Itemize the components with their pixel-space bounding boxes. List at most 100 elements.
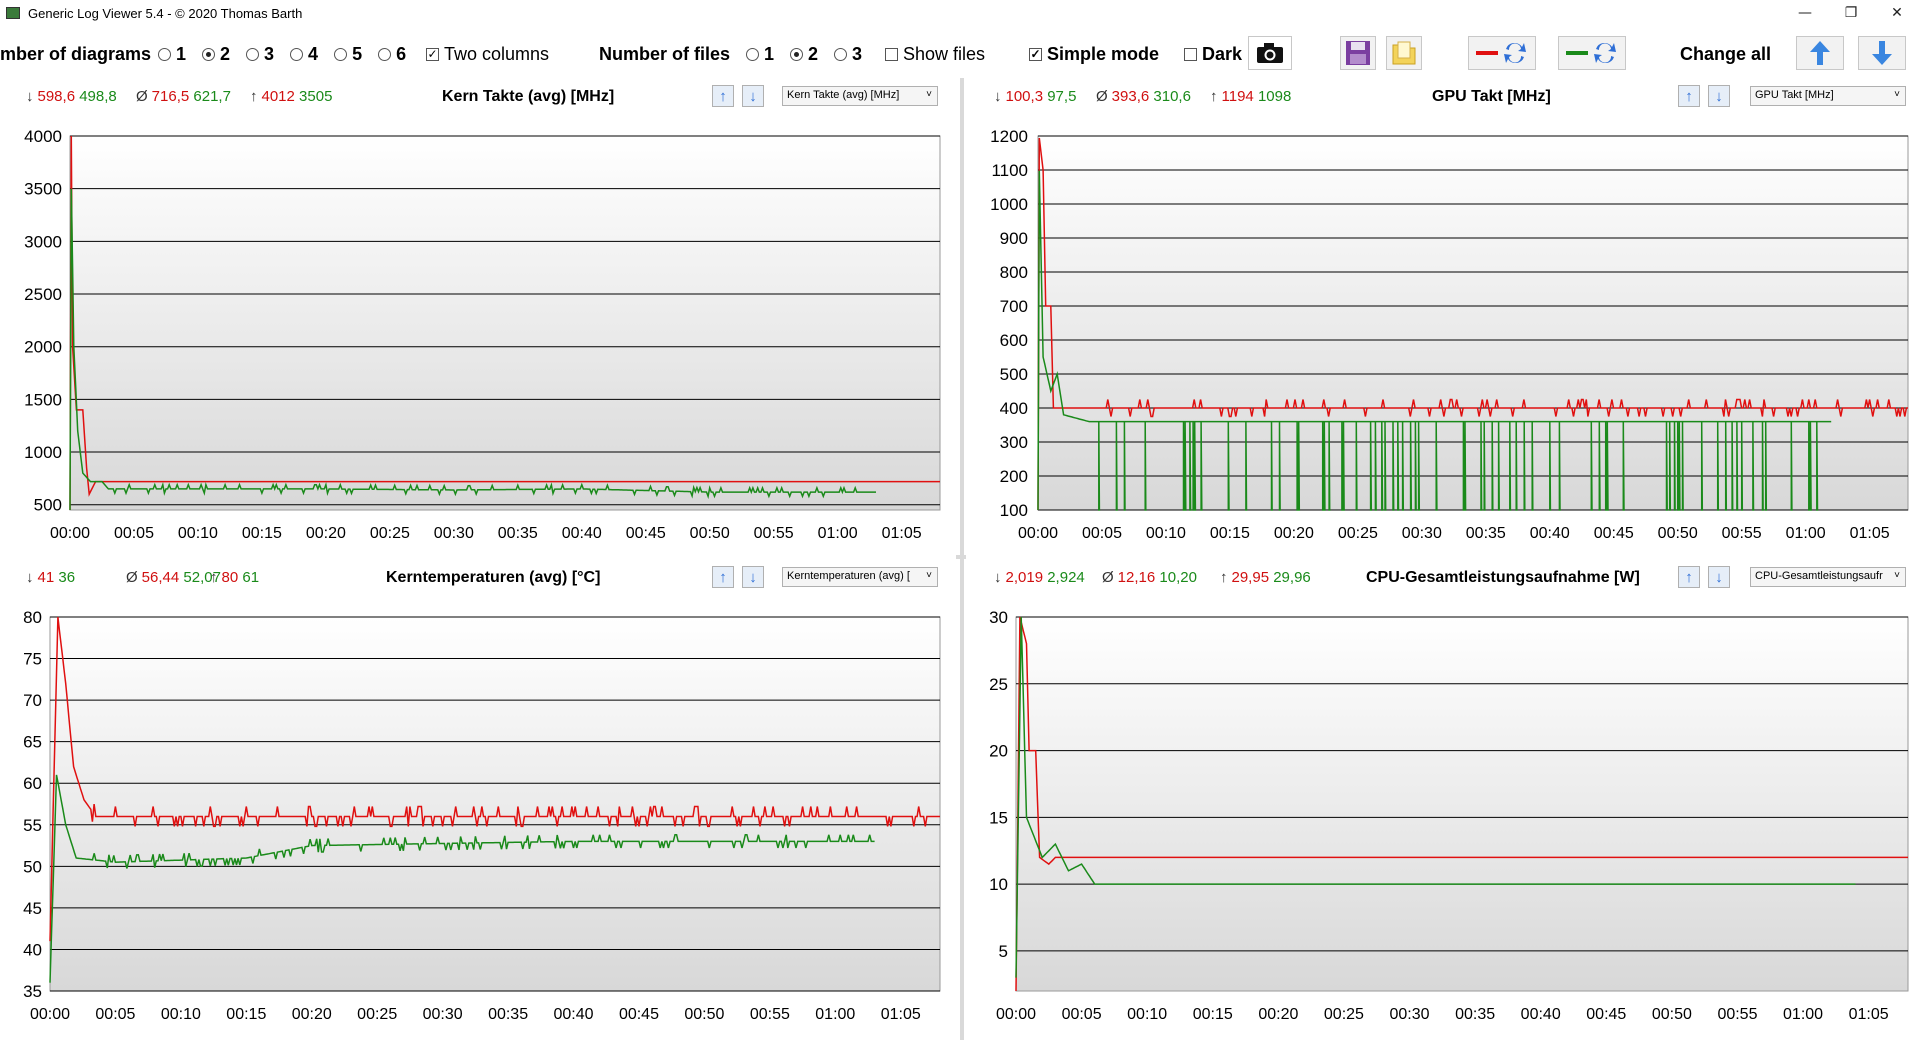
plot-area — [49, 616, 941, 992]
file-count-radio-1[interactable] — [746, 47, 759, 61]
y-tick-label: 15 — [989, 808, 1008, 827]
simple-mode-checkbox[interactable]: ✓ Simple mode — [1029, 36, 1159, 72]
channel-select[interactable]: GPU Takt [MHz] ˅ — [1750, 86, 1906, 106]
stat-min-file1: 100,3 — [1005, 88, 1044, 105]
simple-mode-label: Simple mode — [1047, 43, 1160, 64]
prev-channel-button[interactable]: ↑ — [712, 85, 734, 107]
diagram-count-radio-6[interactable] — [378, 47, 392, 61]
stat-min-symbol: ↓ — [26, 569, 34, 586]
file-count-option-3[interactable]: 3 — [834, 44, 862, 65]
stat-min-symbol: ↓ — [994, 569, 1002, 586]
plot-area — [69, 135, 941, 511]
stat-max-symbol: ↑ — [1220, 569, 1228, 586]
x-tick-label: 00:40 — [554, 1006, 594, 1023]
stat-min-file2: 498,8 — [79, 88, 117, 105]
stat-avg: Ø 716,5 621,7 — [136, 88, 231, 105]
y-tick-label: 40 — [23, 940, 42, 959]
prev-channel-button[interactable]: ↑ — [1678, 85, 1700, 107]
channel-select[interactable]: CPU-Gesamtleistungsaufr ˅ — [1750, 567, 1906, 587]
diagram-count-option-3[interactable]: 3 — [246, 44, 274, 65]
stat-min-symbol: ↓ — [994, 88, 1002, 105]
diagram-count-option-6[interactable]: 6 — [378, 44, 406, 65]
save-button[interactable] — [1340, 36, 1376, 70]
prev-channel-button[interactable]: ↑ — [712, 566, 734, 588]
minimize-button[interactable]: — — [1798, 5, 1812, 21]
y-tick-label: 25 — [989, 675, 1008, 694]
file-count-radio-2[interactable] — [790, 47, 804, 61]
diagram-count-option-1[interactable]: 1 — [158, 44, 186, 65]
stat-min-file1: 41 — [37, 569, 55, 586]
file-count-option-2[interactable]: 2 — [790, 44, 818, 65]
chevron-down-icon: ˅ — [926, 89, 932, 100]
stat-min: ↓ 2,019 2,924 — [994, 569, 1085, 586]
diagram-count-radio-4[interactable] — [290, 47, 304, 61]
panel-title: CPU-Gesamtleistungsaufnahme [W] — [1366, 569, 1640, 586]
diagram-count-radio-3[interactable] — [246, 47, 260, 61]
close-button[interactable]: ✕ — [1891, 5, 1903, 21]
series-line-2 — [69, 188, 876, 511]
file-count-radio-3[interactable] — [834, 47, 848, 61]
change-all-up-button[interactable] — [1796, 36, 1844, 70]
screenshot-button[interactable] — [1248, 36, 1292, 70]
x-tick-label: 01:00 — [1786, 525, 1826, 542]
diagram-count-radio-2[interactable] — [202, 47, 216, 61]
x-tick-label: 00:45 — [619, 1006, 659, 1023]
diagram-count-radio-1[interactable] — [158, 47, 171, 61]
simple-mode-check-box[interactable]: ✓ — [1029, 46, 1042, 61]
open-folder-button[interactable] — [1386, 36, 1422, 70]
y-tick-label: 50 — [23, 857, 42, 876]
diagram-count-option-2[interactable]: 2 — [202, 44, 230, 65]
dark-checkbox[interactable]: Dark — [1184, 36, 1242, 72]
stat-max: ↑ 29,95 29,96 — [1220, 569, 1311, 586]
series-line-1 — [1015, 616, 1908, 992]
file-count-option-1[interactable]: 1 — [746, 44, 774, 65]
show-files-checkbox[interactable]: Show files — [885, 36, 985, 72]
x-tick-label: 01:05 — [1850, 525, 1890, 542]
y-tick-label: 4000 — [24, 127, 62, 146]
channel-select-value: CPU-Gesamtleistungsaufr — [1755, 570, 1883, 582]
y-tick-label: 20 — [989, 742, 1008, 761]
stat-max: ↑ 1194 1098 — [1210, 88, 1291, 105]
green-series-swap-button[interactable] — [1558, 36, 1626, 70]
stat-avg-file2: 621,7 — [193, 88, 231, 105]
prev-channel-button[interactable]: ↑ — [1678, 566, 1700, 588]
window-controls: — ❐ ✕ — [1782, 0, 1920, 26]
x-tick-label: 01:00 — [1783, 1006, 1823, 1023]
red-series-swap-button[interactable] — [1468, 36, 1536, 70]
next-channel-button[interactable]: ↓ — [1708, 566, 1730, 588]
x-tick-label: 00:55 — [754, 525, 794, 542]
diagram-count-option-4[interactable]: 4 — [290, 44, 318, 65]
chevron-down-icon: ˅ — [1894, 89, 1900, 100]
panel-title: Kerntemperaturen (avg) [°C] — [386, 569, 601, 586]
y-tick-label: 1000 — [24, 443, 62, 462]
x-tick-label: 00:00 — [1018, 525, 1058, 542]
next-channel-button[interactable]: ↓ — [742, 85, 764, 107]
x-tick-label: 00:30 — [1402, 525, 1442, 542]
stat-avg-symbol: Ø — [1102, 569, 1114, 586]
channel-select[interactable]: Kerntemperaturen (avg) [˅ — [782, 567, 938, 587]
channel-select[interactable]: Kern Takte (avg) [MHz] ˅ — [782, 86, 938, 106]
stat-avg-file1: 393,6 — [1111, 88, 1150, 105]
channel-select-value: Kerntemperaturen (avg) [ — [787, 570, 910, 582]
diagram-count-option-5[interactable]: 5 — [334, 44, 362, 65]
y-tick-label: 1100 — [991, 161, 1028, 180]
x-tick-label: 00:45 — [1594, 525, 1634, 542]
series-line-1 — [49, 616, 940, 942]
restore-button[interactable]: ❐ — [1844, 5, 1858, 21]
two-columns-checkbox[interactable]: ✓ Two columns — [426, 36, 549, 72]
chart-plot: 4000 3500 3000 2500 2000 1500 1000 500 00:00 00:0… — [24, 127, 941, 542]
next-channel-button[interactable]: ↓ — [742, 566, 764, 588]
stat-max: ↑ 4012 3505 — [250, 88, 332, 105]
diagram-count-radio-5[interactable] — [334, 47, 348, 61]
show-files-check-box[interactable] — [885, 47, 898, 61]
change-all-down-button[interactable] — [1858, 36, 1906, 70]
two-columns-check-box[interactable]: ✓ — [426, 46, 439, 61]
stat-min-symbol: ↓ — [26, 88, 34, 105]
x-tick-label: 00:55 — [750, 1006, 790, 1023]
next-channel-button[interactable]: ↓ — [1708, 85, 1730, 107]
x-tick-label: 00:50 — [690, 525, 730, 542]
y-tick-label: 200 — [1000, 467, 1028, 486]
y-tick-label: 60 — [23, 774, 42, 793]
stat-max: ↑ 80 61 — [210, 569, 259, 586]
dark-check-box[interactable] — [1184, 47, 1197, 61]
